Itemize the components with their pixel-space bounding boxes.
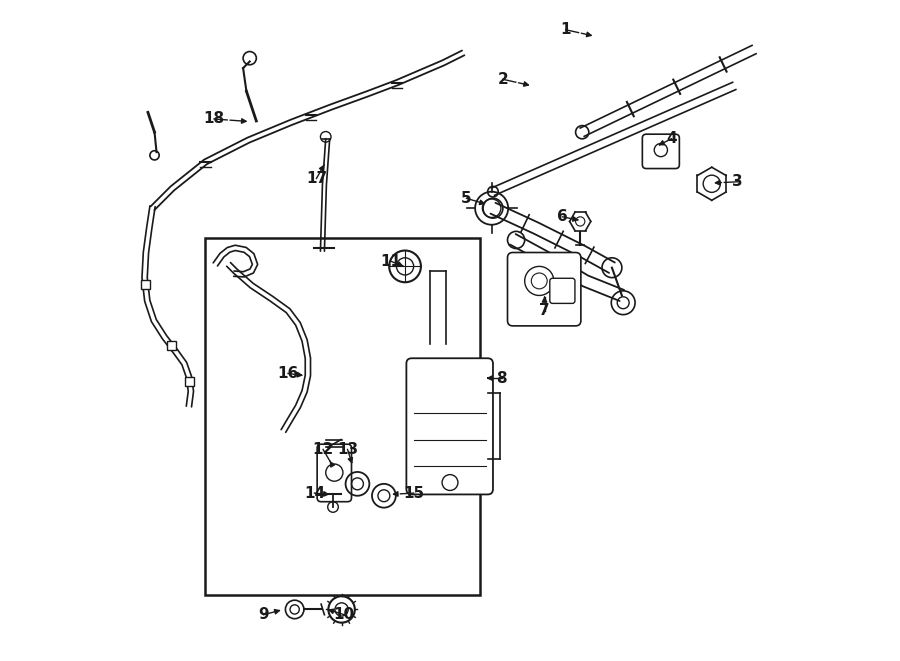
Bar xyxy=(185,377,194,387)
Polygon shape xyxy=(491,83,736,195)
Text: 1: 1 xyxy=(561,22,571,37)
Text: 2: 2 xyxy=(498,72,508,87)
Text: 12: 12 xyxy=(312,442,334,457)
FancyBboxPatch shape xyxy=(508,253,580,326)
Text: 3: 3 xyxy=(733,175,742,189)
FancyBboxPatch shape xyxy=(317,444,352,502)
Bar xyxy=(205,238,480,595)
Bar xyxy=(140,280,150,290)
Text: 4: 4 xyxy=(666,132,677,146)
Text: 18: 18 xyxy=(203,112,225,126)
Text: 13: 13 xyxy=(337,442,358,457)
Bar xyxy=(166,341,176,350)
FancyBboxPatch shape xyxy=(550,278,575,303)
Text: 6: 6 xyxy=(557,210,568,224)
Text: 15: 15 xyxy=(403,486,424,500)
FancyBboxPatch shape xyxy=(407,358,493,494)
Text: 14: 14 xyxy=(304,486,325,500)
Text: 9: 9 xyxy=(258,607,269,622)
Text: 8: 8 xyxy=(496,371,507,385)
Text: 10: 10 xyxy=(334,607,355,622)
Text: 16: 16 xyxy=(277,366,299,381)
Polygon shape xyxy=(580,46,756,136)
Text: 11: 11 xyxy=(380,254,401,268)
FancyBboxPatch shape xyxy=(643,134,680,169)
Text: 17: 17 xyxy=(306,171,327,186)
Text: 5: 5 xyxy=(461,191,472,206)
Text: 7: 7 xyxy=(539,303,550,318)
